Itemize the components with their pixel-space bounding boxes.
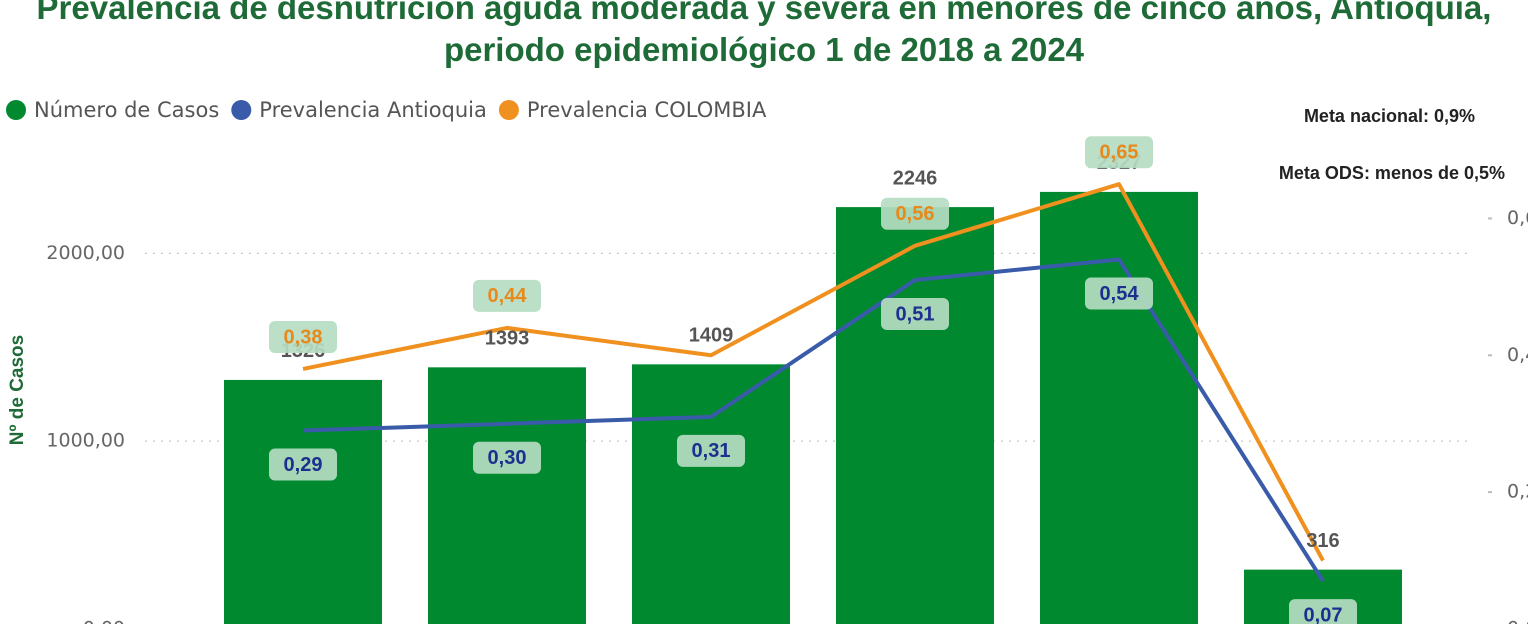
line-value-label: 0,56	[896, 203, 935, 225]
value-label-box	[269, 448, 337, 481]
line-value-label: 0,44	[488, 285, 528, 307]
line-value-label: 0,51	[896, 303, 935, 325]
legend-marker	[231, 100, 252, 120]
value-label-box	[473, 279, 541, 312]
y-axis-label: Nº de Casos	[7, 335, 28, 445]
line	[302, 182, 1325, 562]
legend-label: Prevalencia Antioquia	[259, 98, 487, 122]
bar-value-label: 2246	[893, 167, 938, 189]
line	[302, 257, 1325, 583]
value-label-box	[1085, 136, 1153, 169]
value-label-box	[1085, 277, 1153, 310]
value-label-box	[269, 320, 337, 353]
value-label-box	[1289, 599, 1357, 624]
line-value-label: 0,38	[284, 326, 323, 348]
y-tick-label: 1000,00	[46, 430, 125, 452]
bar	[632, 364, 790, 624]
line-value-label: 0,65	[1100, 141, 1139, 163]
chart-title: Prevalencia de desnutrición aguda modera…	[36, 0, 1492, 68]
legend-marker	[6, 100, 26, 120]
bar	[224, 379, 382, 624]
line-value-label: 0,30	[488, 447, 527, 469]
y2-tick-label: 0,0	[1507, 618, 1528, 624]
bar-value-label: 1409	[689, 325, 734, 347]
annotation: Meta ODS: menos de 0,5%	[1279, 163, 1505, 183]
y-tick-label: 2000,00	[46, 242, 125, 264]
legend-label: Prevalencia COLOMBIA	[527, 98, 767, 122]
line-value-label: 0,07	[1304, 604, 1343, 624]
value-label-box	[473, 441, 541, 474]
value-label-box	[881, 197, 949, 230]
line-value-label: 0,29	[284, 454, 323, 476]
legend-marker	[498, 100, 519, 120]
bar	[1040, 191, 1198, 624]
bar-value-label: 1393	[485, 328, 530, 350]
line-value-label: 0,31	[692, 440, 731, 462]
legend-label: Número de Casos	[34, 98, 219, 122]
y-tick-label: 0,00	[83, 618, 125, 624]
bar	[836, 207, 994, 624]
value-label-box	[677, 434, 745, 467]
y2-tick-label: 0,4	[1507, 344, 1528, 366]
annotation: Meta nacional: 0,9%	[1304, 106, 1475, 126]
bar	[428, 367, 586, 624]
bar-value-label: 316	[1306, 530, 1339, 552]
value-label-box	[881, 298, 949, 331]
y2-tick-label: 0,2	[1507, 481, 1528, 503]
line-value-label: 0,54	[1100, 283, 1140, 305]
y2-tick-label: 0,6	[1507, 207, 1528, 229]
